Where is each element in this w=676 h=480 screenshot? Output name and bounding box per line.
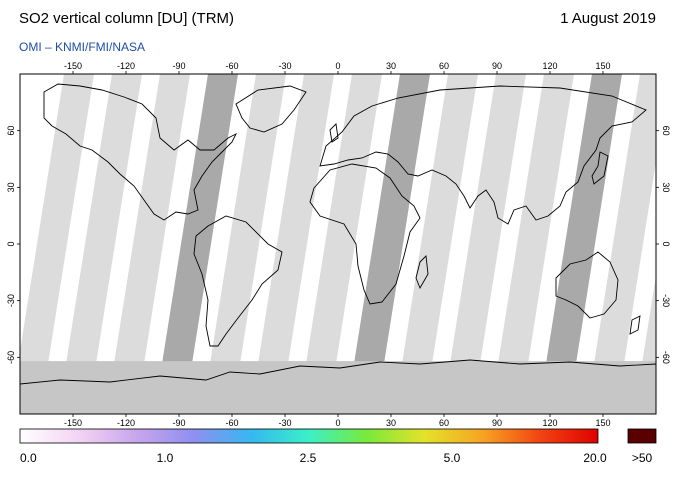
lon-tick-label: -90	[172, 418, 185, 428]
colorbar-overflow-swatch	[627, 428, 657, 444]
orbit-swath	[346, 74, 430, 414]
coastline-new-zealand	[629, 315, 641, 335]
lon-tick-label: 60	[439, 61, 449, 71]
orbit-swath	[20, 74, 94, 414]
lat-tick-label: -60	[661, 351, 671, 364]
lon-tick-label: -60	[225, 418, 238, 428]
lon-tick-label: 90	[492, 418, 502, 428]
lat-tick-label: 0	[6, 241, 16, 246]
lon-tick-label: 0	[335, 61, 340, 71]
orbit-swath	[106, 74, 190, 414]
lat-tick-label: -30	[6, 294, 16, 307]
orbit-swath	[394, 74, 478, 414]
colorbar-label: 20.0	[583, 451, 607, 465]
lon-tick-label: -150	[64, 418, 82, 428]
coastline-madagascar	[415, 255, 429, 290]
lat-tick-label: 30	[6, 182, 16, 192]
coastline-south-america	[193, 215, 283, 347]
colorbar-label: 1.0	[156, 451, 174, 465]
lon-tick-label: 120	[542, 418, 557, 428]
orbit-swath	[586, 74, 656, 414]
lat-tick-label: -30	[661, 294, 671, 307]
colorbar-scale	[19, 428, 599, 444]
coastline-uk	[329, 123, 339, 143]
orbit-swath	[538, 74, 622, 414]
data-credit: OMI – KNMI/FMI/NASA	[19, 40, 146, 54]
coastlines	[20, 83, 656, 385]
coastline-greenland	[235, 85, 307, 133]
axis-ticks: -150 -150 -120 -120 -90 -90 -60 -60 -30 -30 0 0 30 30…	[6, 61, 671, 428]
coastline-japan	[591, 151, 609, 185]
colorbar-label: 2.5	[299, 451, 317, 465]
swath-layer	[20, 74, 656, 414]
polar-night-region	[20, 361, 656, 414]
coastline-africa	[309, 163, 421, 305]
lon-tick-label: -120	[117, 61, 135, 71]
plot-title: SO2 vertical column [DU] (TRM)	[19, 10, 235, 27]
coastline-antarctica	[20, 359, 656, 385]
lon-tick-label: -30	[278, 418, 291, 428]
orbit-swath	[442, 74, 526, 414]
colorbar-label: 5.0	[443, 451, 461, 465]
colorbar-label: >50	[631, 451, 653, 465]
orbit-swath	[250, 74, 334, 414]
lat-tick-label: -60	[6, 351, 16, 364]
lat-tick-label: 60	[661, 126, 671, 136]
plot-date: 1 August 2019	[560, 10, 656, 27]
orbit-swath	[58, 74, 142, 414]
colorbar-label: 0.0	[20, 451, 37, 465]
lat-tick-label: 30	[661, 182, 671, 192]
coastline-north-america	[43, 83, 238, 221]
coastline-australia	[555, 251, 619, 319]
orbit-swath	[298, 74, 382, 414]
orbit-swath	[490, 74, 574, 414]
lon-tick-label: 150	[595, 418, 610, 428]
lon-tick-label: 30	[386, 418, 396, 428]
lat-tick-label: 60	[6, 126, 16, 136]
lon-tick-label: 150	[595, 61, 610, 71]
lon-tick-label: 30	[386, 61, 396, 71]
lon-tick-label: 0	[335, 418, 340, 428]
lon-tick-label: 120	[542, 61, 557, 71]
lon-tick-label: -120	[117, 418, 135, 428]
coastline-eurasia	[319, 85, 647, 225]
orbit-swath	[154, 74, 238, 414]
lon-tick-label: 90	[492, 61, 502, 71]
lat-tick-label: 0	[661, 241, 671, 246]
lon-tick-label: -150	[64, 61, 82, 71]
lon-tick-label: -60	[225, 61, 238, 71]
orbit-swath	[202, 74, 286, 414]
lon-tick-label: -30	[278, 61, 291, 71]
lon-tick-label: -90	[172, 61, 185, 71]
lon-tick-label: 60	[439, 418, 449, 428]
